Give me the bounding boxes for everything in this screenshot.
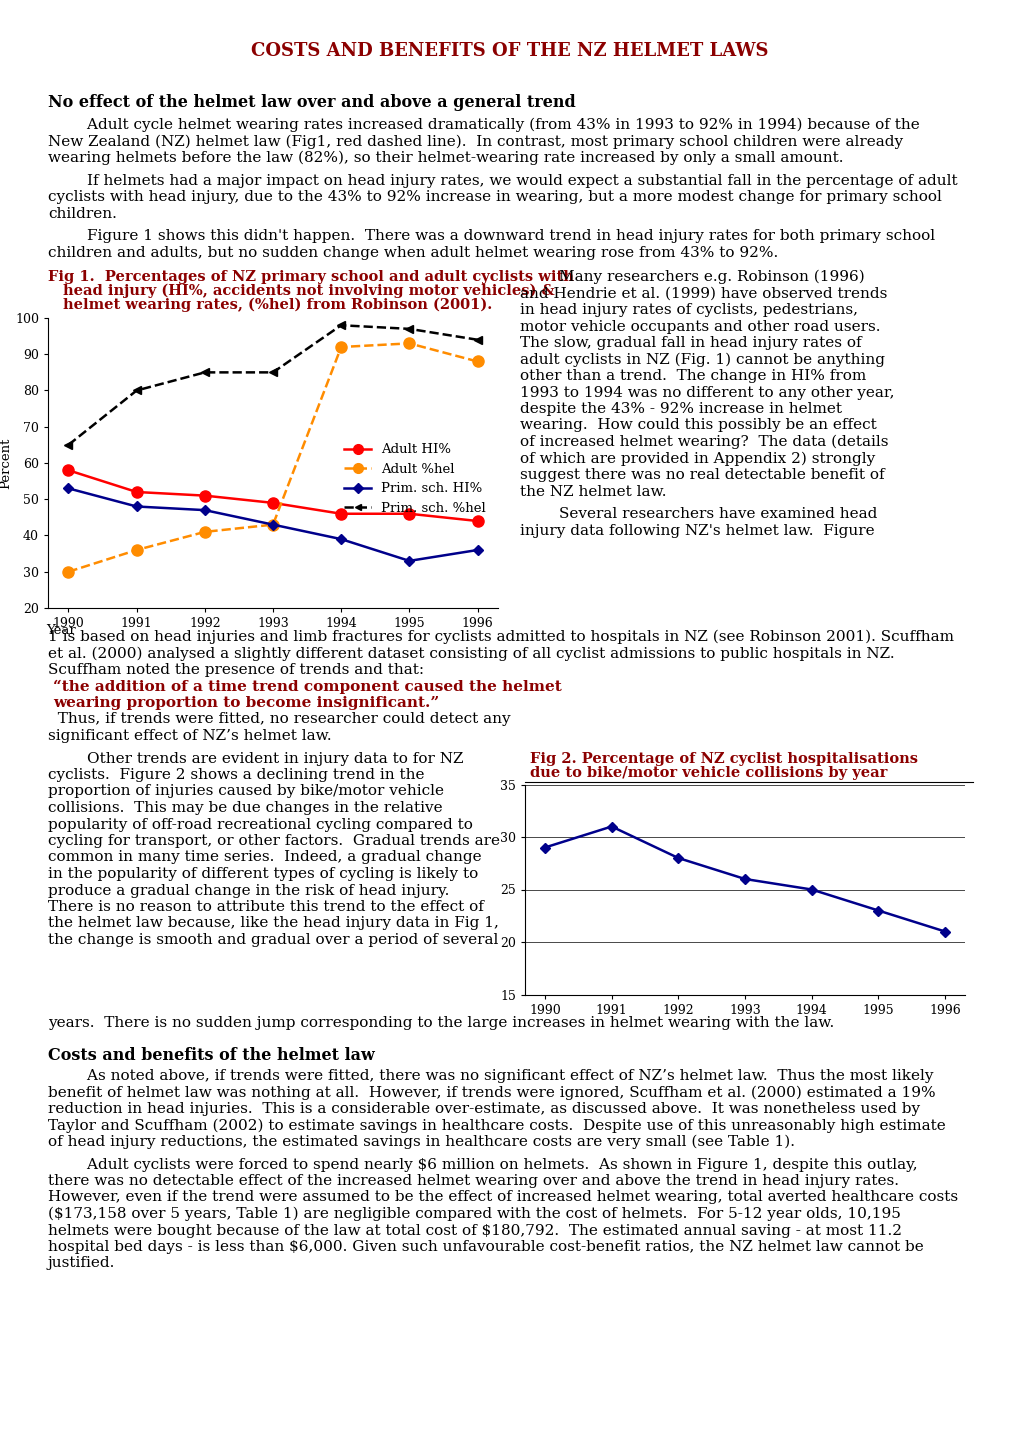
Text: There is no reason to attribute this trend to the effect of: There is no reason to attribute this tre… (48, 900, 483, 913)
Text: adult cyclists in NZ (Fig. 1) cannot be anything: adult cyclists in NZ (Fig. 1) cannot be … (520, 352, 884, 367)
Text: of increased helmet wearing?  The data (details: of increased helmet wearing? The data (d… (520, 434, 888, 449)
Legend: Adult HI%, Adult %hel, Prim. sch. HI%, Prim. sch. %hel: Adult HI%, Adult %hel, Prim. sch. HI%, P… (339, 437, 491, 521)
Text: Figure 1 shows this didn't happen.  There was a downward trend in head injury ra: Figure 1 shows this didn't happen. There… (48, 229, 934, 242)
Text: Adult cyclists were forced to spend nearly $6 million on helmets.  As shown in F: Adult cyclists were forced to spend near… (48, 1157, 917, 1172)
Text: motor vehicle occupants and other road users.: motor vehicle occupants and other road u… (520, 319, 879, 333)
Text: head injury (HI%, accidents not involving motor vehicles) &: head injury (HI%, accidents not involvin… (63, 284, 554, 299)
Text: the helmet law because, like the head injury data in Fig 1,: the helmet law because, like the head in… (48, 916, 498, 931)
Text: popularity of off-road recreational cycling compared to: popularity of off-road recreational cycl… (48, 818, 473, 831)
Text: New Zealand (NZ) helmet law (Fig1, red dashed line).  In contrast, most primary : New Zealand (NZ) helmet law (Fig1, red d… (48, 134, 902, 149)
Text: collisions.  This may be due changes in the relative: collisions. This may be due changes in t… (48, 801, 442, 815)
Text: the NZ helmet law.: the NZ helmet law. (520, 485, 665, 498)
Text: Year: Year (46, 623, 75, 636)
Text: Scuffham noted the presence of trends and that:: Scuffham noted the presence of trends an… (48, 662, 424, 677)
Text: helmet wearing rates, (%hel) from Robinson (2001).: helmet wearing rates, (%hel) from Robins… (63, 299, 492, 312)
Text: in the popularity of different types of cycling is likely to: in the popularity of different types of … (48, 867, 478, 882)
Text: years.  There is no sudden jump corresponding to the large increases in helmet w: years. There is no sudden jump correspon… (48, 1016, 834, 1030)
Text: Many researchers e.g. Robinson (1996): Many researchers e.g. Robinson (1996) (520, 270, 864, 284)
Text: wearing.  How could this possibly be an effect: wearing. How could this possibly be an e… (520, 418, 876, 433)
Text: COSTS AND BENEFITS OF THE NZ HELMET LAWS: COSTS AND BENEFITS OF THE NZ HELMET LAWS (251, 42, 768, 61)
Text: and Hendrie et al. (1999) have observed trends: and Hendrie et al. (1999) have observed … (520, 287, 887, 300)
Text: suggest there was no real detectable benefit of: suggest there was no real detectable ben… (520, 468, 883, 482)
Text: significant effect of NZ’s helmet law.: significant effect of NZ’s helmet law. (48, 729, 331, 743)
Text: proportion of injuries caused by bike/motor vehicle: proportion of injuries caused by bike/mo… (48, 785, 443, 798)
Text: produce a gradual change in the risk of head injury.: produce a gradual change in the risk of … (48, 883, 449, 898)
Text: cyclists with head injury, due to the 43% to 92% increase in wearing, but a more: cyclists with head injury, due to the 43… (48, 190, 941, 203)
Text: As noted above, if trends were fitted, there was no significant effect of NZ’s h: As noted above, if trends were fitted, t… (48, 1069, 932, 1084)
Text: cycling for transport, or other factors.  Gradual trends are: cycling for transport, or other factors.… (48, 834, 499, 848)
Text: Other trends are evident in injury data to for NZ: Other trends are evident in injury data … (48, 752, 463, 765)
Text: Fig 2. Percentage of NZ cyclist hospitalisations: Fig 2. Percentage of NZ cyclist hospital… (530, 752, 917, 765)
Text: et al. (2000) analysed a slightly different dataset consisting of all cyclist ad: et al. (2000) analysed a slightly differ… (48, 646, 894, 661)
Text: No effect of the helmet law over and above a general trend: No effect of the helmet law over and abo… (48, 94, 575, 111)
Text: Fig 1.  Percentages of NZ primary school and adult cyclists with: Fig 1. Percentages of NZ primary school … (48, 270, 574, 284)
Text: Several researchers have examined head: Several researchers have examined head (520, 506, 876, 521)
Text: children.: children. (48, 206, 117, 221)
Text: injury data following NZ's helmet law.  Figure: injury data following NZ's helmet law. F… (520, 524, 873, 537)
Text: “the addition of a time trend component caused the helmet: “the addition of a time trend component … (53, 680, 561, 694)
Text: in head injury rates of cyclists, pedestrians,: in head injury rates of cyclists, pedest… (520, 303, 857, 317)
Text: However, even if the trend were assumed to be the effect of increased helmet wea: However, even if the trend were assumed … (48, 1190, 957, 1205)
Text: The slow, gradual fall in head injury rates of: The slow, gradual fall in head injury ra… (520, 336, 861, 351)
Y-axis label: Percent: Percent (0, 437, 12, 489)
Text: Costs and benefits of the helmet law: Costs and benefits of the helmet law (48, 1048, 374, 1063)
Text: 1 is based on head injuries and limb fractures for cyclists admitted to hospital: 1 is based on head injuries and limb fra… (48, 631, 953, 645)
Text: If helmets had a major impact on head injury rates, we would expect a substantia: If helmets had a major impact on head in… (48, 173, 957, 188)
Text: common in many time series.  Indeed, a gradual change: common in many time series. Indeed, a gr… (48, 850, 481, 864)
Text: despite the 43% - 92% increase in helmet: despite the 43% - 92% increase in helmet (520, 403, 841, 416)
Text: reduction in head injuries.  This is a considerable over-estimate, as discussed : reduction in head injuries. This is a co… (48, 1102, 919, 1115)
Text: hospital bed days - is less than $6,000. Given such unfavourable cost-benefit ra: hospital bed days - is less than $6,000.… (48, 1240, 923, 1254)
Text: wearing helmets before the law (82%), so their helmet-wearing rate increased by : wearing helmets before the law (82%), so… (48, 152, 843, 166)
Text: there was no detectable effect of the increased helmet wearing over and above th: there was no detectable effect of the in… (48, 1175, 898, 1188)
Text: 1993 to 1994 was no different to any other year,: 1993 to 1994 was no different to any oth… (520, 385, 894, 400)
Text: benefit of helmet law was nothing at all.  However, if trends were ignored, Scuf: benefit of helmet law was nothing at all… (48, 1085, 934, 1100)
Text: Taylor and Scuffham (2002) to estimate savings in healthcare costs.  Despite use: Taylor and Scuffham (2002) to estimate s… (48, 1118, 945, 1133)
Text: ($173,158 over 5 years, Table 1) are negligible compared with the cost of helmet: ($173,158 over 5 years, Table 1) are neg… (48, 1206, 900, 1221)
Text: of which are provided in Appendix 2) strongly: of which are provided in Appendix 2) str… (520, 452, 874, 466)
Text: Adult cycle helmet wearing rates increased dramatically (from 43% in 1993 to 92%: Adult cycle helmet wearing rates increas… (48, 118, 919, 133)
Text: children and adults, but no sudden change when adult helmet wearing rose from 43: children and adults, but no sudden chang… (48, 245, 777, 260)
Text: wearing proportion to become insignificant.”: wearing proportion to become insignifica… (53, 696, 439, 710)
Text: the change is smooth and gradual over a period of several: the change is smooth and gradual over a … (48, 934, 498, 947)
Text: due to bike/motor vehicle collisions by year: due to bike/motor vehicle collisions by … (530, 766, 887, 781)
Text: of head injury reductions, the estimated savings in healthcare costs are very sm: of head injury reductions, the estimated… (48, 1136, 794, 1150)
Text: Thus, if trends were fitted, no researcher could detect any: Thus, if trends were fitted, no research… (48, 713, 511, 726)
Text: other than a trend.  The change in HI% from: other than a trend. The change in HI% fr… (520, 369, 865, 382)
Text: helmets were bought because of the law at total cost of $180,792.  The estimated: helmets were bought because of the law a… (48, 1224, 901, 1238)
Text: justified.: justified. (48, 1257, 115, 1270)
Text: cyclists.  Figure 2 shows a declining trend in the: cyclists. Figure 2 shows a declining tre… (48, 768, 424, 782)
